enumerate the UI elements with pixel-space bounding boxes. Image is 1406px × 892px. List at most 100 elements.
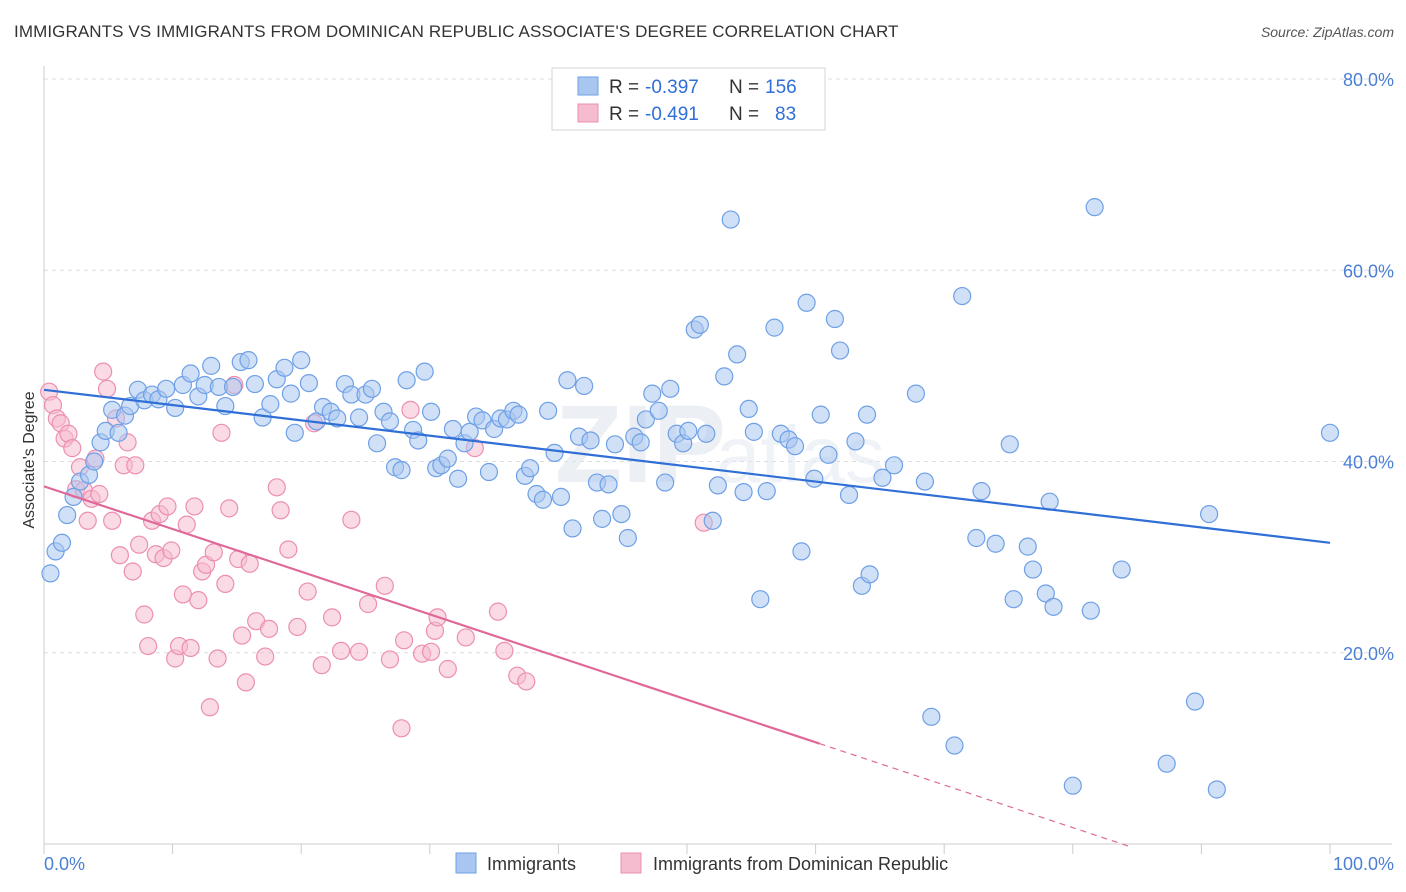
immigrants-point-121: [811, 405, 830, 424]
immigrants-point-60: [438, 449, 457, 468]
legend-swatch-blue: [577, 76, 599, 96]
immigrants-point-130: [873, 468, 892, 487]
immigrants-point-32: [261, 395, 280, 414]
dominican-point-67: [375, 576, 394, 595]
dominican-point-14: [94, 362, 113, 381]
bottom-legend-label-immigrants: Immigrants: [487, 854, 576, 874]
immigrants-point-56: [415, 362, 434, 381]
immigrants-point-148: [1081, 601, 1100, 620]
immigrants-point-153: [1200, 504, 1219, 524]
dominican-point-43: [208, 649, 227, 668]
immigrants-point-79: [551, 487, 571, 506]
immigrants-point-129: [860, 565, 879, 584]
bottom-legend: Immigrants Immigrants from Dominican Rep…: [455, 852, 948, 874]
immigrants-point-124: [830, 341, 850, 360]
immigrants-point-106: [715, 367, 734, 386]
dominican-point-61: [312, 656, 331, 675]
y-tick-label-3: 80.0%: [1343, 70, 1394, 90]
immigrants-point-146: [1044, 597, 1063, 616]
immigrants-point-120: [805, 469, 824, 488]
immigrants-point-110: [739, 399, 758, 419]
dominican-point-57: [279, 540, 298, 559]
dominican-trend-line: [43, 485, 820, 745]
legend-r-label-blue: R =: [609, 77, 639, 98]
legend-r-value-pink: -0.491: [645, 104, 699, 125]
dominican-point-53: [256, 647, 275, 666]
dominican-point-63: [331, 641, 351, 660]
source-label: Source: ZipAtlas.com: [1260, 24, 1394, 40]
immigrants-point-36: [285, 423, 304, 442]
dominican-point-37: [185, 497, 204, 516]
immigrants-point-97: [661, 379, 680, 398]
axis-layer: [43, 66, 1392, 854]
immigrants-point-126: [846, 432, 865, 451]
dominican-point-46: [220, 499, 239, 518]
immigrants-point-90: [618, 528, 637, 548]
bottom-legend-swatch-dominican: [620, 852, 642, 874]
immigrants-point-76: [533, 490, 553, 509]
dominican-point-6: [63, 439, 82, 458]
immigrants-point-24: [202, 356, 221, 375]
blue-series-points: [41, 198, 1340, 799]
immigrants-point-3: [58, 505, 77, 525]
immigrants-point-111: [744, 422, 763, 441]
y-axis-label: Associate's Degree: [21, 391, 38, 528]
immigrants-point-19: [166, 398, 185, 418]
dominican-point-18: [110, 546, 129, 565]
bottom-legend-label-dominican: Immigrants from Dominican Republic: [653, 854, 948, 874]
dominican-point-51: [240, 554, 259, 573]
dominican-point-44: [212, 423, 231, 442]
immigrants-point-138: [972, 482, 991, 501]
legend-n-label-blue: N =: [729, 77, 759, 98]
y-tick-labels: 20.0% 40.0% 60.0% 80.0%: [1343, 70, 1394, 664]
dominican-point-73: [421, 642, 441, 661]
immigrants-point-147: [1063, 776, 1082, 795]
immigrants-point-81: [563, 519, 582, 538]
dominican-point-10: [78, 511, 97, 530]
immigrants-point-2: [52, 533, 72, 552]
immigrants-point-57: [421, 402, 441, 421]
immigrants-point-11: [109, 423, 128, 442]
dominican-point-54: [259, 619, 279, 638]
immigrants-point-92: [631, 433, 650, 452]
immigrants-trend-line: [43, 388, 1331, 544]
trend-lines: [43, 388, 1331, 848]
immigrants-point-123: [825, 309, 844, 329]
immigrants-point-30: [245, 374, 265, 394]
immigrants-point-108: [728, 345, 747, 364]
immigrants-point-113: [757, 482, 776, 501]
y-tick-label-1: 40.0%: [1343, 453, 1394, 473]
immigrants-point-37: [292, 351, 311, 370]
dominican-point-66: [358, 594, 378, 614]
immigrants-point-154: [1207, 780, 1226, 799]
dominican-point-68: [380, 650, 400, 669]
immigrants-point-7: [85, 452, 104, 471]
x-tick-label-min: 0.0%: [44, 854, 85, 874]
immigrants-point-38: [299, 373, 319, 393]
immigrants-point-80: [558, 371, 577, 390]
dominican-point-82: [517, 672, 536, 691]
immigrants-point-134: [922, 707, 941, 726]
immigrants-point-84: [581, 431, 600, 450]
dominican-point-16: [103, 511, 122, 530]
dominican-point-38: [189, 591, 208, 610]
immigrants-point-125: [839, 485, 859, 505]
immigrants-point-47: [362, 379, 382, 398]
immigrants-point-61: [443, 419, 463, 439]
legend-swatch-pink: [577, 103, 599, 123]
dominican-point-76: [438, 659, 457, 679]
immigrants-point-53: [397, 371, 416, 390]
immigrants-point-135: [945, 736, 964, 755]
dominican-point-79: [488, 602, 508, 621]
dominican-point-59: [298, 582, 317, 601]
immigrants-point-100: [679, 421, 698, 440]
dominican-point-25: [139, 636, 158, 656]
dominican-point-41: [200, 698, 219, 717]
immigrants-point-112: [751, 590, 770, 609]
immigrants-point-155: [1320, 423, 1340, 442]
immigrants-point-89: [612, 504, 631, 524]
y-tick-label-2: 60.0%: [1343, 261, 1394, 281]
immigrants-point-48: [367, 434, 387, 453]
immigrants-point-62: [448, 469, 468, 488]
immigrants-point-88: [605, 435, 625, 454]
